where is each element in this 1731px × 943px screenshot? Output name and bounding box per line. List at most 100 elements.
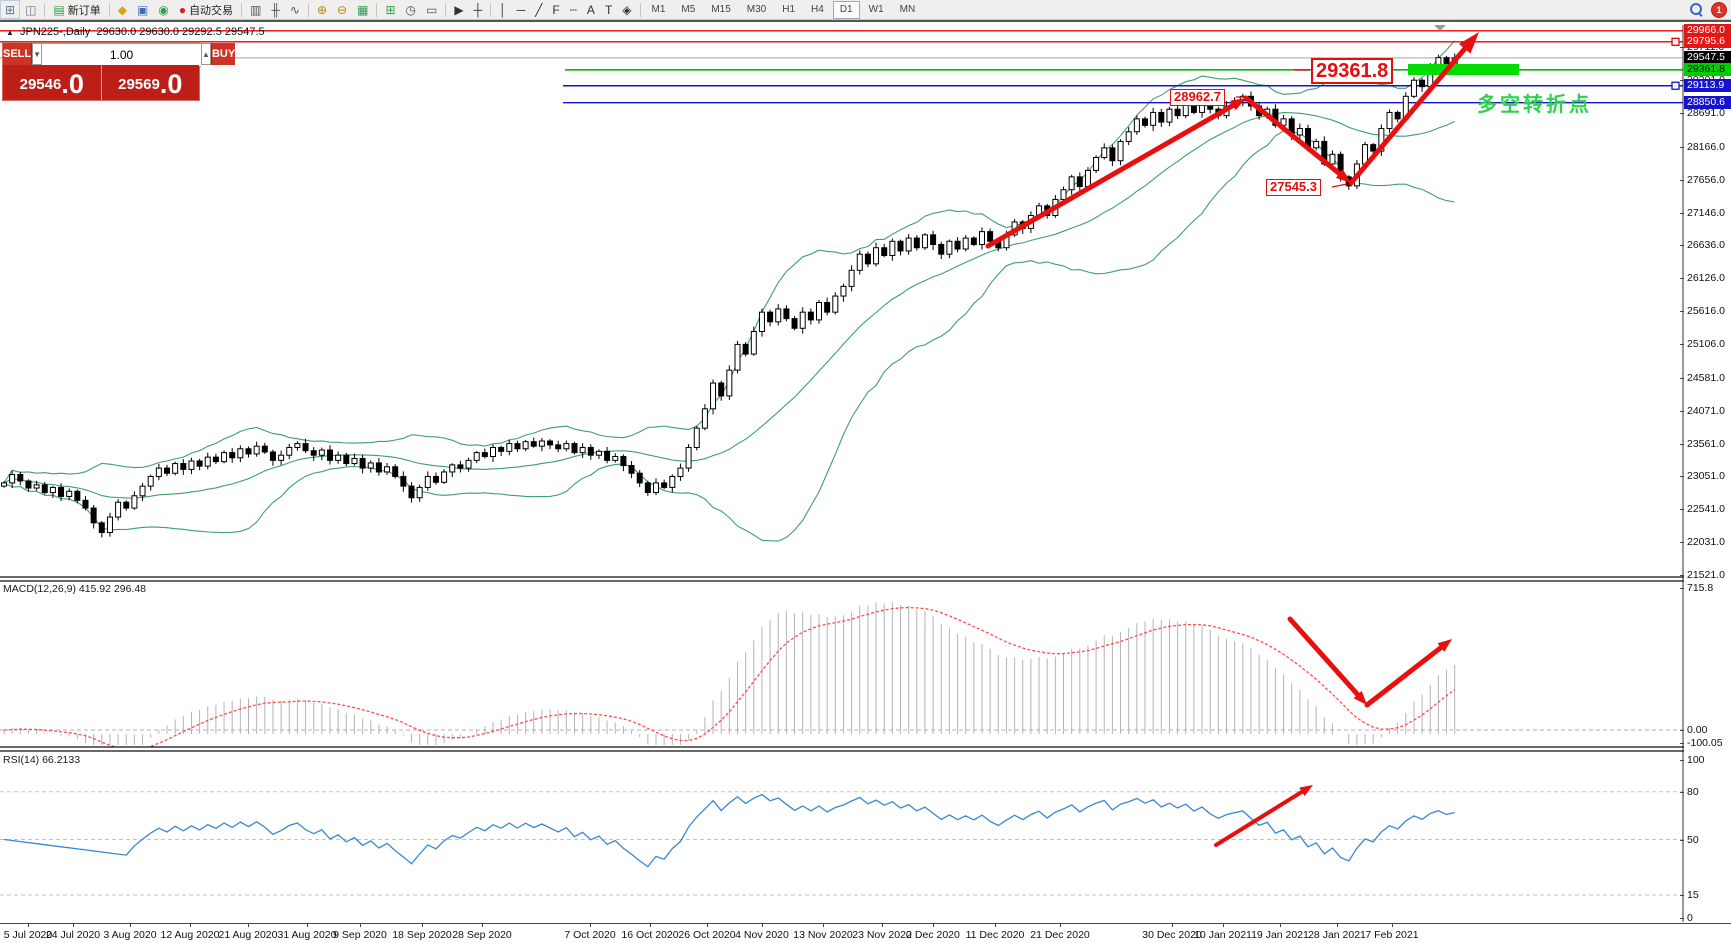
date-label: 18 Sep 2020 [392, 929, 452, 941]
date-tickmark [130, 924, 131, 927]
time-axis[interactable]: 5 Jul 2020 24 Jul 2020 3 Aug 2020 12 Aug 20… [0, 923, 1731, 943]
timeframe-m1[interactable]: M1 [651, 3, 666, 15]
toolbar-separator [307, 2, 309, 17]
rsi-tick: 80 [1687, 785, 1699, 798]
periods-icon[interactable]: ◷ [401, 0, 421, 19]
charts-icon[interactable]: ▣ [132, 0, 153, 19]
bar-chart-icon[interactable]: ▥ [245, 0, 266, 19]
grid-icon: ┄ [569, 2, 577, 17]
price-badge: 28850.6 [1684, 96, 1731, 110]
axis-tickmark [1680, 113, 1684, 114]
zoom-in-icon[interactable]: ⊕ [312, 0, 332, 19]
date-tickmark [590, 924, 591, 927]
rsi-tick: 100 [1687, 754, 1705, 766]
zoom-out-icon[interactable]: ⊖ [332, 0, 352, 19]
price-tick: 24071.0 [1687, 404, 1725, 417]
grid-icon[interactable]: ┄ [565, 0, 582, 19]
text-icon[interactable]: A [582, 0, 600, 19]
date-tickmark [1392, 924, 1393, 927]
market-watch-icon[interactable]: ◫ [20, 0, 41, 19]
text-label-icon[interactable]: T [600, 0, 617, 19]
price-tick: 28691.0 [1687, 107, 1725, 119]
trade-panel-prices: 29546 .0 29569 .0 [3, 65, 199, 100]
chart-snapshot-icon[interactable]: ▭ [421, 0, 442, 19]
price-tick: 26126.0 [1687, 272, 1725, 285]
search-icon[interactable] [1690, 3, 1703, 17]
price-tick: 22541.0 [1687, 503, 1725, 516]
ask-main-digits: 29569 [118, 76, 160, 93]
chart-window[interactable]: ▲ JPN225-,Daily 29630.0 29630.0 29292.5 … [0, 20, 1731, 943]
macd-tick: 0.00 [1687, 724, 1708, 736]
axis-tickmark [1680, 47, 1684, 49]
new-chart-icon[interactable]: ⊞ [380, 0, 400, 19]
timeframe-m30[interactable]: M30 [746, 3, 767, 15]
date-label: 26 Oct 2020 [678, 929, 736, 941]
axis-tickmark [1680, 542, 1684, 544]
text-label-icon: T [604, 2, 613, 17]
axis-tickmark [1680, 146, 1684, 148]
sell-button[interactable]: SELL [3, 43, 33, 65]
crosshair-icon[interactable]: ┼ [469, 0, 488, 19]
chart-canvas[interactable] [0, 22, 1731, 943]
date-label: 3 Aug 2020 [103, 929, 157, 941]
charts-icon: ▣ [136, 2, 149, 17]
date-tickmark [1172, 924, 1173, 927]
horizontal-line-icon[interactable]: ─ [512, 0, 531, 19]
line-chart-icon: ∿ [289, 2, 300, 17]
date-tickmark [995, 924, 996, 927]
vertical-line-icon[interactable]: │ [494, 0, 512, 19]
candlestick-chart-icon[interactable]: ╫ [266, 0, 285, 19]
timeframe-m5[interactable]: M5 [681, 3, 696, 15]
trendline-icon[interactable]: ╱ [530, 0, 547, 19]
price-tick: 21521.0 [1687, 568, 1725, 581]
date-label: 30 Dec 2020 [1142, 929, 1202, 941]
date-label: 4 Nov 2020 [735, 929, 789, 941]
toolbar-separator [44, 2, 46, 17]
toolbar-right-group: 1 [1690, 1, 1727, 18]
date-tickmark [1337, 924, 1338, 927]
date-tickmark [762, 924, 763, 927]
date-label: 5 Jul 2020 [3, 929, 53, 941]
axis-tickmark [1680, 343, 1684, 345]
axis-tickmark [1680, 410, 1684, 412]
timeframe-h4[interactable]: H4 [811, 3, 824, 15]
fibonacci-icon[interactable]: F [547, 0, 564, 19]
price-badge: 29547.5 [1684, 51, 1731, 65]
ask-price[interactable]: 29569 .0 [101, 65, 199, 100]
buy-button[interactable]: BUY [210, 43, 236, 65]
price-tick: 27146.0 [1687, 206, 1725, 219]
cursor-icon[interactable]: ▶ [449, 0, 468, 19]
history-center-icon[interactable]: ◆ [113, 0, 132, 19]
timeframe-h1[interactable]: H1 [782, 3, 796, 15]
rsi-tick: 50 [1687, 833, 1699, 846]
bid-price[interactable]: 29546 .0 [3, 65, 102, 100]
axis-tickmark [1680, 245, 1684, 247]
history-center-icon: ◆ [117, 2, 127, 17]
volume-decrease-button[interactable]: ▼ [32, 43, 43, 65]
price-axis[interactable]: 29711.029201.028691.028166.027656.027146… [1680, 22, 1731, 943]
tile-windows-icon[interactable]: ▦ [352, 0, 373, 19]
rsi-indicator-label: RSI(14) 66.2133 [3, 754, 81, 766]
date-label: 7 Feb 2021 [1365, 929, 1419, 941]
timeframe-m15[interactable]: M15 [711, 3, 731, 15]
timeframe-w1[interactable]: W1 [868, 3, 884, 15]
axis-tickmark [1680, 730, 1684, 731]
new-order-button[interactable]: ▤ 新订单 [48, 0, 105, 19]
axis-tickmark [1680, 839, 1684, 841]
line-chart-icon[interactable]: ∿ [285, 0, 305, 19]
one-click-trade-panel: SELL ▼ ▲ BUY 29546 .0 29569 .0 [2, 42, 236, 101]
autotrading-button: ● [178, 2, 187, 17]
timeframe-d1[interactable]: D1 [832, 0, 860, 19]
volume-increase-button[interactable]: ▲ [201, 43, 211, 65]
collapse-icon[interactable]: ▲ [6, 28, 14, 37]
price-badge: 29966.0 [1684, 24, 1731, 38]
terminal-icon[interactable]: ⊞ [0, 0, 21, 19]
chart-snapshot-icon: ▭ [426, 2, 438, 17]
notification-badge[interactable]: 1 [1711, 1, 1727, 18]
shapes-icon[interactable]: ◈ [617, 0, 636, 19]
terminal-icon: ⊞ [5, 2, 16, 17]
autotrading-button[interactable]: ● 自动交易 [174, 0, 238, 19]
volume-input[interactable] [42, 43, 202, 67]
timeframe-mn[interactable]: MN [899, 3, 916, 15]
alerts-icon[interactable]: ◉ [153, 0, 173, 19]
